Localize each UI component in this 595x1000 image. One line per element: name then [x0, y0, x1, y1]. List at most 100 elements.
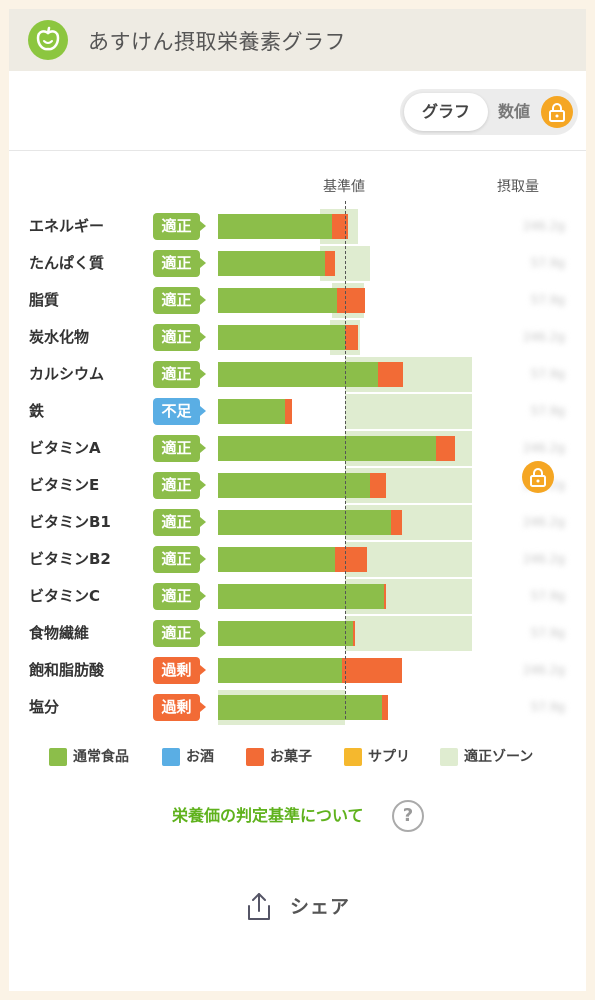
status-badge: 過剰 — [153, 657, 206, 684]
lock-icon — [541, 96, 573, 128]
share-label[interactable]: シェア — [290, 896, 351, 918]
nutrient-row: 食物繊維 適正 57.9g — [9, 615, 586, 652]
snack-bar — [337, 288, 366, 313]
nutrient-name: 塩分 — [29, 698, 60, 716]
status-badge: 適正 — [153, 583, 206, 610]
nutrient-row: 脂質 適正 57.9g — [9, 282, 586, 319]
criteria-link-text[interactable]: 栄養価の判定基準について — [172, 806, 364, 825]
status-badge: 適正 — [153, 435, 206, 462]
snack-bar — [342, 658, 403, 683]
food-bar — [218, 251, 325, 276]
food-bar — [218, 584, 385, 609]
question-icon[interactable]: ? — [392, 800, 424, 832]
nutrient-row: ビタミンA 適正 246.2g — [9, 430, 586, 467]
status-badge: 適正 — [153, 509, 206, 536]
food-bar — [218, 510, 391, 535]
lock-icon[interactable] — [522, 461, 554, 493]
nutrient-row: ビタミンE適正246.2g — [9, 467, 586, 504]
snack-bar — [370, 473, 386, 498]
intake-column-header: 摂取量 — [497, 179, 539, 195]
snack-bar — [436, 436, 456, 461]
status-badge: 適正 — [153, 546, 206, 573]
intake-amount: 57.9g — [530, 293, 565, 307]
screen: あすけん摂取栄養素グラフ グラフ 数値 基準値 摂取量 エネルギー 適正 246.2… — [9, 9, 586, 991]
nutrient-name: 飽和脂肪酸 — [29, 661, 105, 679]
nutrient-name: ビタミンB1 — [29, 513, 111, 531]
page-title: あすけん摂取栄養素グラフ — [88, 30, 346, 54]
food-bar — [218, 621, 353, 646]
intake-amount: 57.9g — [530, 404, 565, 418]
intake-amount: 57.9g — [530, 256, 565, 270]
food-bar — [218, 547, 335, 572]
snack-bar — [334, 547, 367, 572]
nutrient-row: 塩分 過剰 57.9g — [9, 689, 586, 726]
legend-label: お菓子 — [270, 749, 312, 765]
legend-swatch — [440, 748, 458, 766]
legend-label: 適正ゾーン — [464, 749, 534, 765]
nutrient-name: たんぱく質 — [29, 254, 105, 272]
nutrient-row: ビタミンB2 適正 246.2g — [9, 541, 586, 578]
nutrient-name: カルシウム — [29, 365, 105, 383]
snack-bar — [285, 399, 292, 424]
legend-label: 通常食品 — [73, 749, 129, 765]
food-bar — [218, 436, 437, 461]
nutrient-name: ビタミンE — [29, 476, 100, 494]
legend-swatch — [344, 748, 362, 766]
snack-bar — [352, 621, 356, 646]
intake-amount: 246.2g — [523, 441, 565, 455]
food-bar — [218, 214, 333, 239]
tab-graph[interactable]: グラフ — [404, 93, 488, 131]
view-toggle[interactable]: グラフ 数値 — [400, 89, 578, 135]
share-icon — [248, 893, 270, 920]
nutrient-row: ビタミンC 適正 57.9g — [9, 578, 586, 615]
snack-bar — [378, 362, 404, 387]
food-bar — [218, 362, 379, 387]
nutrient-row: 飽和脂肪酸 過剰 246.2g — [9, 652, 586, 689]
legend-swatch — [49, 748, 67, 766]
snack-bar — [324, 251, 335, 276]
tab-value[interactable]: 数値 — [498, 102, 531, 121]
legend-swatch — [162, 748, 180, 766]
snack-bar — [345, 325, 358, 350]
nutrient-row: エネルギー 適正 246.2g — [9, 208, 586, 245]
intake-amount: 246.2g — [523, 663, 565, 677]
divider — [9, 150, 586, 151]
status-badge: 適正 — [153, 250, 206, 277]
apple-icon — [28, 20, 68, 60]
legend-label: サプリ — [368, 749, 410, 765]
status-badge: 適正 — [153, 361, 206, 388]
intake-amount: 246.2g — [523, 330, 565, 344]
status-badge: 適正 — [153, 472, 206, 499]
header: あすけん摂取栄養素グラフ — [9, 9, 586, 71]
nutrient-name: ビタミンA — [29, 439, 101, 457]
intake-amount: 57.9g — [530, 367, 565, 381]
legend-swatch — [246, 748, 264, 766]
nutrient-row: たんぱく質 適正 57.9g — [9, 245, 586, 282]
legend: 通常食品 お酒 お菓子 サプリ 適正ゾーン — [49, 746, 569, 768]
nutrient-name: 鉄 — [29, 402, 45, 420]
food-bar — [218, 325, 345, 350]
status-badge: 適正 — [153, 324, 206, 351]
snack-bar — [332, 214, 348, 239]
intake-amount: 57.9g — [530, 626, 565, 640]
snack-bar — [384, 584, 386, 609]
status-badge: 適正 — [153, 287, 206, 314]
nutrient-name: 脂質 — [29, 291, 60, 309]
status-badge: 過剰 — [153, 694, 206, 721]
nutrient-row: カルシウム 適正 57.9g — [9, 356, 586, 393]
food-bar — [218, 399, 286, 424]
nutrient-name: エネルギー — [29, 217, 105, 235]
nutrient-row: 鉄 不足 57.9g — [9, 393, 586, 430]
nutrient-name: ビタミンC — [29, 587, 101, 605]
nutrient-name: ビタミンB2 — [29, 550, 111, 568]
baseline-column-header: 基準値 — [323, 179, 365, 195]
status-badge: 適正 — [153, 213, 206, 240]
snack-bar — [381, 695, 389, 720]
food-bar — [218, 288, 338, 313]
food-bar — [218, 695, 382, 720]
nutrient-name: 食物繊維 — [29, 624, 90, 642]
food-bar — [218, 658, 343, 683]
baseline-line — [345, 201, 346, 719]
food-bar — [218, 473, 371, 498]
snack-bar — [390, 510, 403, 535]
